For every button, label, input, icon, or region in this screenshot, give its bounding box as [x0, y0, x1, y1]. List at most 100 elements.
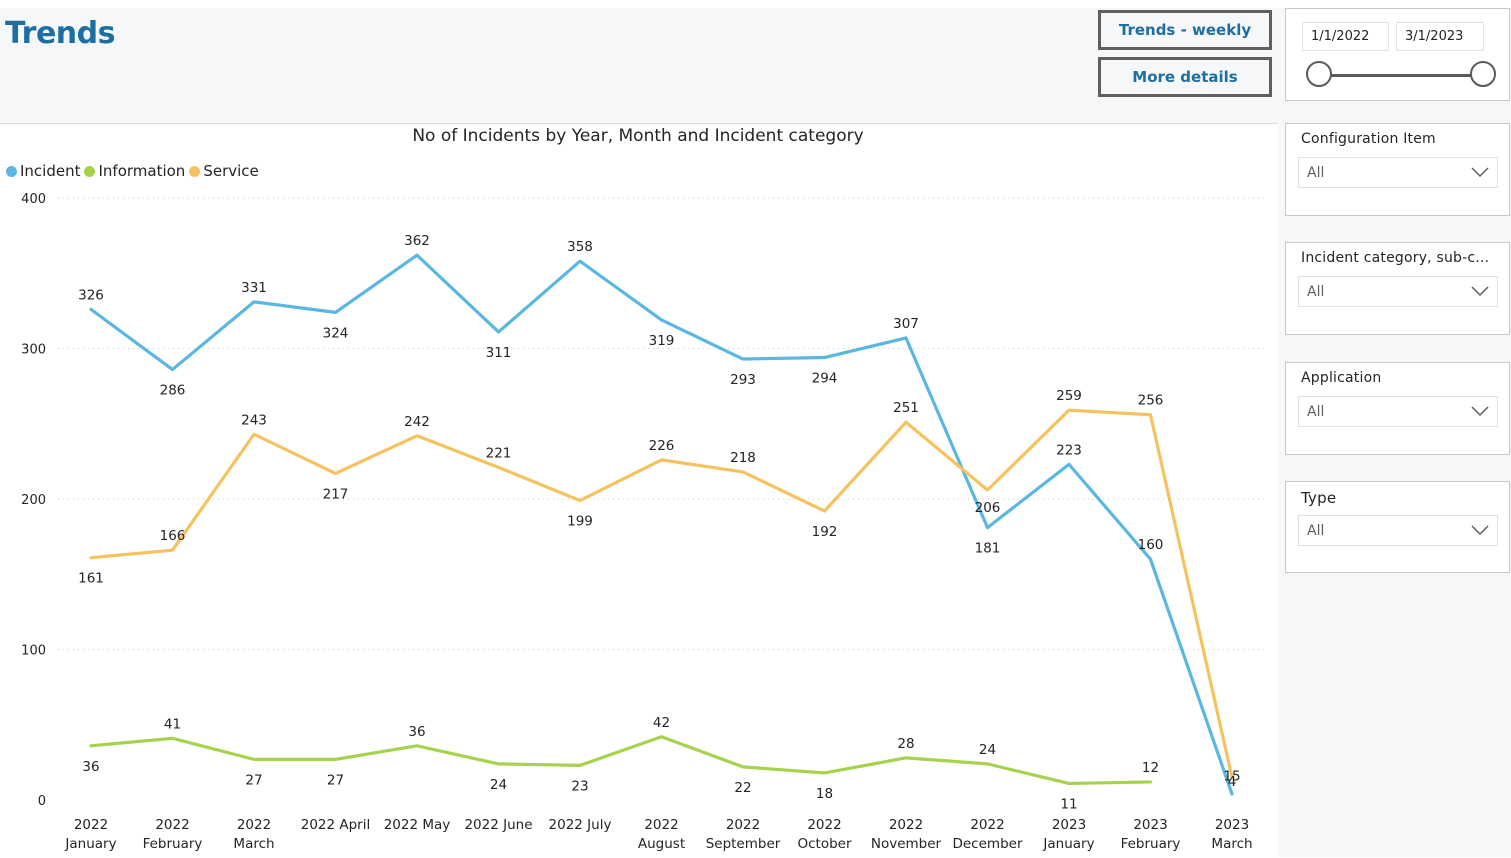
incident-category-dropdown[interactable]: All	[1298, 276, 1498, 307]
x-tick-label: 2022	[644, 817, 678, 833]
data-label: 23	[571, 778, 588, 794]
x-tick-label: 2022	[807, 817, 841, 833]
legend-label: Service	[203, 162, 259, 180]
slicer-title: Configuration Item	[1301, 131, 1436, 147]
x-tick-label: January	[1042, 836, 1094, 852]
slicer-title: Application	[1301, 370, 1382, 386]
data-label: 362	[404, 233, 430, 249]
data-label: 24	[979, 742, 996, 758]
data-label: 181	[975, 541, 1001, 557]
data-label: 160	[1138, 537, 1164, 553]
chevron-down-icon	[1471, 525, 1489, 535]
data-label: 218	[730, 450, 756, 466]
data-label: 293	[730, 372, 756, 388]
page-title: Trends	[5, 16, 116, 51]
y-tick-label: 400	[21, 192, 46, 207]
date-range-slicer: 1/1/2022 3/1/2023	[1285, 8, 1510, 101]
legend-item-information[interactable]: Information	[84, 162, 185, 180]
legend-item-service[interactable]: Service	[189, 162, 259, 180]
data-label: 242	[404, 414, 430, 430]
x-tick-label: August	[638, 836, 685, 852]
date-slider-start-handle[interactable]	[1306, 61, 1332, 87]
legend-marker	[189, 165, 201, 177]
data-label: 358	[567, 239, 593, 255]
trends-weekly-button[interactable]: Trends - weekly	[1098, 10, 1272, 50]
chevron-down-icon	[1471, 286, 1489, 296]
data-label: 42	[653, 715, 670, 731]
legend-item-incident[interactable]: Incident	[6, 162, 80, 180]
data-label: 217	[323, 486, 349, 502]
dropdown-value: All	[1307, 523, 1325, 539]
legend-label: Information	[98, 162, 186, 180]
top-strip	[0, 0, 1511, 8]
x-tick-label: 2022 June	[464, 817, 532, 833]
incident-category-slicer: Incident category, sub-c... All	[1285, 242, 1510, 335]
data-label: 307	[893, 316, 919, 332]
y-tick-label: 300	[21, 343, 46, 358]
x-tick-label: 2022	[237, 817, 271, 833]
x-tick-label: January	[64, 836, 116, 852]
data-label: 286	[160, 383, 186, 399]
data-label: 256	[1138, 393, 1164, 409]
data-label: 24	[490, 777, 507, 793]
end-date-input[interactable]: 3/1/2023	[1396, 22, 1484, 51]
data-label: 251	[893, 400, 919, 416]
x-tick-label: November	[871, 836, 942, 852]
x-tick-label: 2023	[1215, 817, 1249, 833]
data-label: 206	[975, 500, 1001, 516]
x-tick-label: 2022	[155, 817, 189, 833]
chevron-down-icon	[1471, 406, 1489, 416]
data-label: 28	[897, 736, 914, 752]
x-tick-label: February	[143, 836, 203, 852]
slicer-title: Type	[1301, 489, 1337, 507]
legend-marker	[84, 165, 96, 177]
type-dropdown[interactable]: All	[1298, 515, 1498, 546]
x-tick-label: 2022 April	[301, 817, 371, 833]
data-label: 166	[160, 528, 186, 544]
chart-legend: Incident Information Service	[6, 162, 263, 180]
data-label: 4	[1228, 774, 1237, 790]
start-date-input[interactable]: 1/1/2022	[1302, 22, 1389, 51]
data-label: 199	[567, 514, 593, 530]
data-label: 243	[241, 412, 267, 428]
date-slider-track[interactable]	[1318, 74, 1484, 77]
data-label: 192	[812, 524, 838, 540]
x-tick-label: 2022	[74, 817, 108, 833]
data-label: 36	[82, 759, 99, 775]
data-label: 22	[734, 780, 751, 796]
configuration-item-dropdown[interactable]: All	[1298, 157, 1498, 188]
x-tick-label: March	[233, 836, 274, 852]
series-line-information	[89, 735, 1153, 786]
x-tick-label: 2022	[726, 817, 760, 833]
data-label: 15	[1223, 768, 1240, 784]
date-slider-end-handle[interactable]	[1470, 61, 1496, 87]
dropdown-value: All	[1307, 284, 1325, 300]
x-tick-label: October	[797, 836, 851, 852]
y-tick-label: 200	[21, 493, 46, 508]
more-details-button[interactable]: More details	[1098, 57, 1272, 97]
chart-title: No of Incidents by Year, Month and Incid…	[412, 126, 864, 146]
data-label: 223	[1056, 442, 1082, 458]
data-label: 41	[164, 716, 181, 732]
application-slicer: Application All	[1285, 362, 1510, 455]
x-tick-label: September	[706, 836, 781, 852]
legend-label: Incident	[20, 162, 81, 180]
data-label: 331	[241, 280, 267, 296]
legend-marker	[6, 165, 17, 177]
series-line-service	[89, 408, 1234, 780]
x-tick-label: December	[952, 836, 1022, 852]
x-tick-label: February	[1121, 836, 1181, 852]
y-tick-label: 100	[21, 644, 46, 659]
x-tick-label: 2022	[889, 817, 923, 833]
data-label: 319	[649, 333, 675, 349]
dropdown-value: All	[1307, 165, 1325, 181]
chart-canvas: 0 100 200 300 400 2022 January 2022 February 2022…	[21, 192, 1268, 852]
slicer-title: Incident category, sub-c...	[1301, 250, 1490, 266]
x-tick-label: 2023	[1052, 817, 1086, 833]
data-label: 27	[245, 772, 262, 788]
type-slicer: Type All	[1285, 481, 1510, 573]
data-label: 11	[1060, 796, 1077, 812]
application-dropdown[interactable]: All	[1298, 396, 1498, 427]
series-line-incident	[89, 253, 1234, 796]
data-label: 221	[486, 445, 512, 461]
